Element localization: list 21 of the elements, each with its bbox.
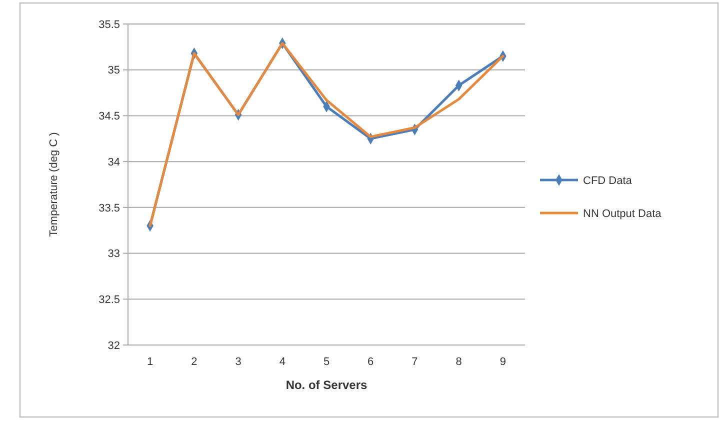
legend-label: CFD Data: [583, 174, 633, 187]
x-tick-label: 1: [146, 356, 154, 368]
y-tick-label: 35.5: [98, 18, 120, 31]
x-axis-title: No. of Servers: [286, 378, 368, 392]
x-tick-label: 5: [323, 356, 330, 368]
y-tick-label: 33: [108, 248, 120, 260]
y-tick-label: 34.5: [98, 110, 120, 123]
x-tick-label: 4: [279, 356, 286, 368]
x-tick-label: 6: [368, 356, 374, 368]
x-tick-label: 2: [191, 356, 198, 368]
y-tick-label: 33.5: [98, 202, 120, 214]
y-tick-label: 32: [108, 340, 120, 352]
x-tick-label: 9: [500, 356, 506, 368]
y-tick-label: 35: [108, 64, 120, 77]
x-tick-label: 3: [235, 356, 242, 368]
y-axis-title: Temperature (deg C ): [48, 132, 60, 237]
x-tick-label: 7: [412, 356, 418, 368]
legend-label: NN Output Data: [583, 208, 662, 220]
y-tick-label: 34: [108, 156, 120, 168]
y-tick-label: 32.5: [98, 294, 120, 306]
x-tick-label: 8: [456, 356, 462, 368]
